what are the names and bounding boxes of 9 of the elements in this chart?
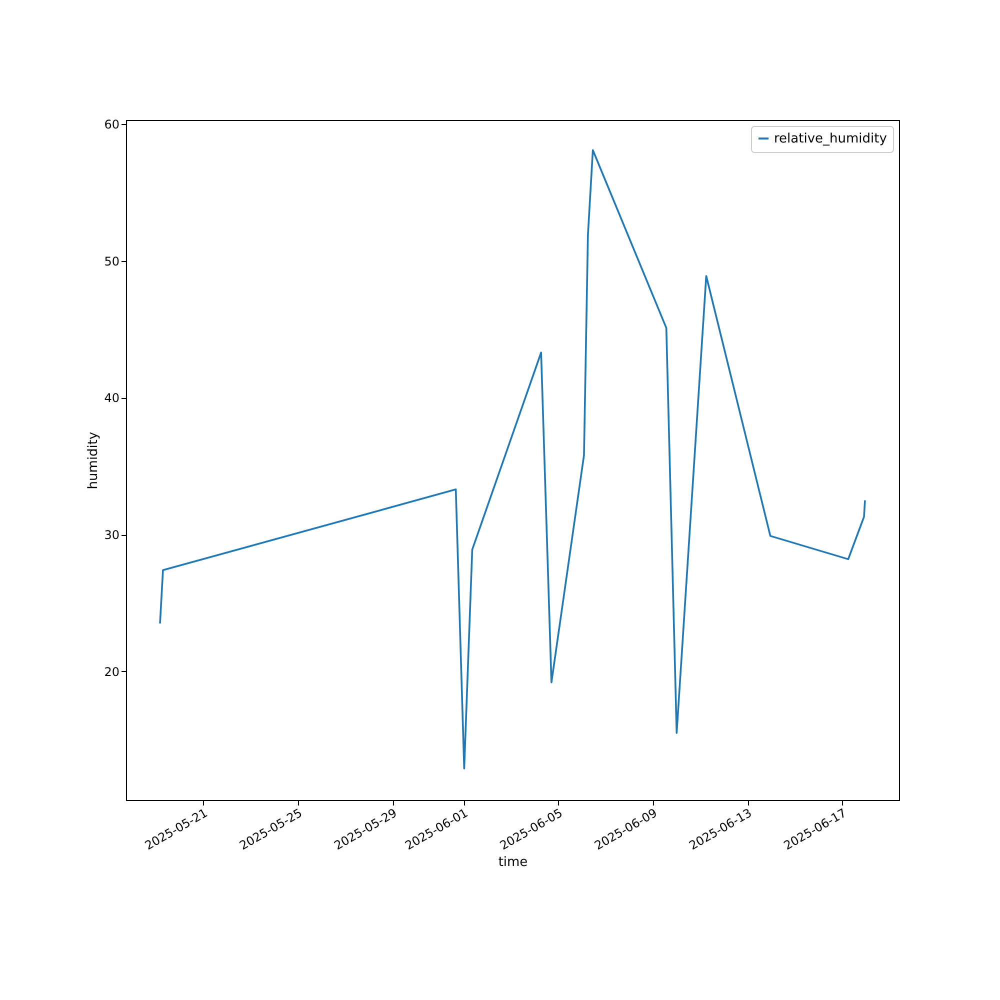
y-tick-label: 40 (104, 391, 120, 406)
y-tick-label: 30 (104, 528, 120, 542)
x-axis-title: time (498, 854, 528, 870)
line-series (159, 149, 866, 770)
y-tick-label: 50 (104, 254, 120, 268)
y-axis-title: humidity (86, 431, 102, 490)
y-tick-label: 60 (104, 118, 120, 132)
y-tick-label: 20 (104, 664, 120, 679)
legend-label: relative_humidity (774, 132, 888, 146)
